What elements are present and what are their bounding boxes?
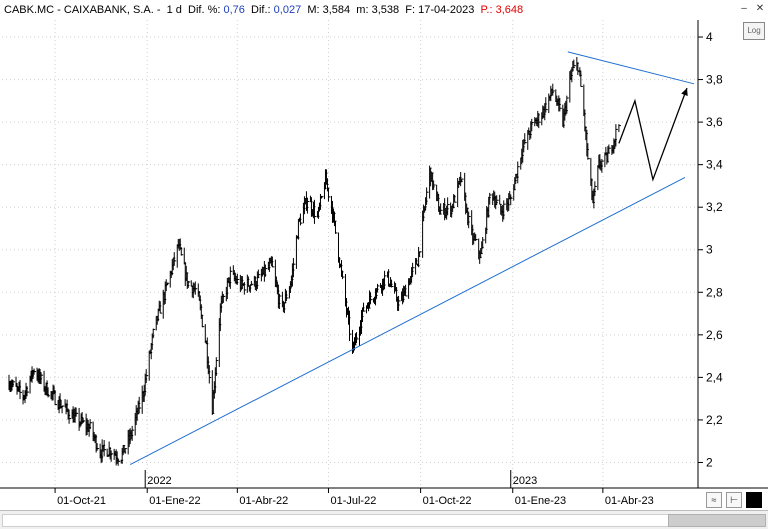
ohlc-bars — [8, 56, 621, 466]
trendline — [129, 176, 686, 466]
price-label: P.: — [480, 4, 493, 16]
date-value: 17-04-2023 — [418, 4, 475, 16]
zoom-icon[interactable]: ≈ — [706, 492, 722, 508]
diff-value: 0,027 — [273, 4, 302, 16]
year-label: 2022 — [147, 475, 171, 487]
symbol-name: CABK.MC - CAIXABANK, S.A. - — [4, 4, 161, 16]
projection-path — [618, 87, 688, 182]
price-chart[interactable]: 01-Oct-21 01-Ene-22 01-Abr-22 01-Jul-22 01-O… — [0, 0, 768, 510]
x-tick-label: 01-Ene-23 — [515, 495, 566, 507]
date-label: F: — [405, 4, 416, 16]
pct-change-label: Dif. %: — [188, 4, 221, 16]
grid — [2, 20, 698, 488]
chart-toolbar: ≈ ⊢ — [704, 490, 768, 508]
x-tick-label: 01-Jul-22 — [330, 495, 376, 507]
year-label: 2023 — [513, 475, 537, 487]
close-icon[interactable]: ✕ — [755, 3, 765, 14]
y-tick-label: 4 — [706, 30, 713, 44]
chart-header: CABK.MC - CAIXABANK, S.A. - 1 d Dif. %: … — [0, 0, 704, 20]
horizontal-scrollbar[interactable] — [0, 510, 768, 529]
diff-label: Dif.: — [251, 4, 271, 16]
max-label: M: — [307, 4, 320, 16]
axes: 01-Oct-21 01-Ene-22 01-Abr-22 01-Jul-22 01-O… — [0, 20, 768, 507]
y-tick-label: 3 — [706, 243, 713, 257]
minimize-icon[interactable]: – — [741, 3, 747, 14]
max-value: 3,584 — [322, 4, 351, 16]
window-controls: – ✕ — [734, 2, 766, 15]
y-tick-label: 2,2 — [706, 413, 723, 427]
y-tick-label: 3,6 — [706, 115, 723, 129]
min-label: m: — [356, 4, 369, 16]
trendlines — [129, 51, 695, 466]
x-tick-label: 01-Ene-22 — [149, 495, 200, 507]
y-tick-label: 3,4 — [706, 158, 723, 172]
projection-arrowhead — [681, 88, 688, 97]
scrollbar-track[interactable] — [2, 514, 670, 527]
y-tick-label: 2,4 — [706, 370, 723, 384]
log-scale-toggle[interactable]: Log — [743, 22, 765, 40]
y-tick-label: 2,8 — [706, 285, 723, 299]
scrollbar-thumb[interactable] — [668, 514, 766, 527]
color-square-icon[interactable] — [746, 492, 762, 508]
y-tick-label: 3,8 — [706, 73, 723, 87]
period-label: 1 d — [166, 4, 182, 16]
x-tick-label: 01-Abr-22 — [239, 495, 288, 507]
min-value: 3,538 — [371, 4, 400, 16]
x-tick-label: 01-Abr-23 — [605, 495, 654, 507]
pct-change-value: 0,76 — [223, 4, 245, 16]
crosshair-icon[interactable]: ⊢ — [726, 492, 742, 508]
y-tick-label: 2 — [706, 455, 713, 469]
x-tick-label: 01-Oct-22 — [423, 495, 472, 507]
x-tick-label: 01-Oct-21 — [57, 495, 106, 507]
y-tick-label: 2,6 — [706, 328, 723, 342]
price-value: 3,648 — [495, 4, 524, 16]
trendline — [567, 51, 695, 85]
projection — [618, 87, 688, 182]
y-tick-label: 3,2 — [706, 200, 723, 214]
